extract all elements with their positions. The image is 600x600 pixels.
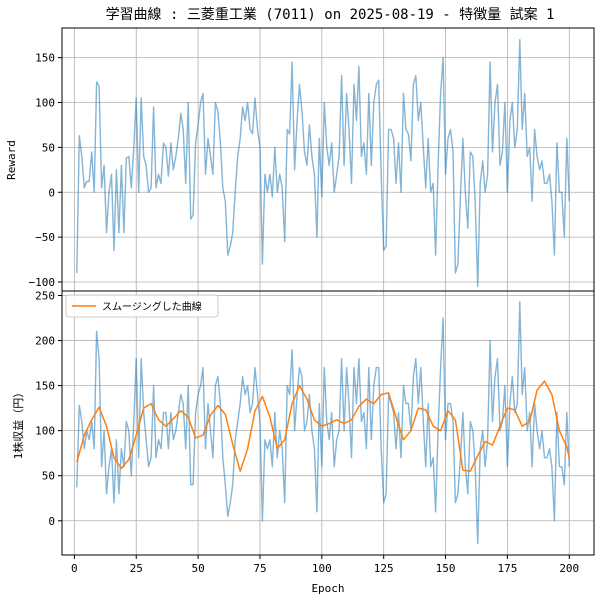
y-tick-label: −50 <box>35 231 55 244</box>
y-tick-label: 0 <box>48 515 55 528</box>
top-panel-y-label: Reward <box>5 140 18 180</box>
y-tick-label: 250 <box>35 290 55 303</box>
top-panel-y-ticks: −100 −50 0 50 100 150 <box>29 52 62 289</box>
x-tick-label: 125 <box>374 562 394 575</box>
y-tick-label: −100 <box>29 276 56 289</box>
x-tick-label: 75 <box>253 562 266 575</box>
x-tick-label: 25 <box>130 562 143 575</box>
y-tick-label: 200 <box>35 335 55 348</box>
x-tick-label: 100 <box>312 562 332 575</box>
raw-series-line <box>76 39 570 288</box>
smoothed-series-line <box>76 380 571 472</box>
x-tick-label: 150 <box>436 562 456 575</box>
legend: スムージングした曲線 <box>65 294 219 318</box>
top-panel: −100 −50 0 50 100 150 Reward <box>5 27 595 292</box>
raw-series-line <box>76 301 570 544</box>
bottom-panel-y-ticks: 0 50 100 150 200 250 <box>35 290 62 528</box>
y-tick-label: 50 <box>42 141 55 154</box>
x-tick-label: 175 <box>497 562 517 575</box>
bottom-panel-series <box>76 301 571 544</box>
x-tick-label: 200 <box>559 562 579 575</box>
legend-label-smooth: スムージングした曲線 <box>102 300 202 313</box>
x-ticks: 0 25 50 75 100 125 150 175 200 <box>71 555 579 575</box>
bottom-panel: 0 50 100 150 200 250 1株収益（円） スムージングした曲線 <box>11 290 595 556</box>
top-panel-grid <box>62 28 594 291</box>
y-tick-label: 100 <box>35 97 55 110</box>
y-tick-label: 100 <box>35 425 55 438</box>
top-panel-series <box>76 39 570 288</box>
y-tick-label: 0 <box>48 186 55 199</box>
x-tick-label: 50 <box>191 562 204 575</box>
y-tick-label: 150 <box>35 380 55 393</box>
bottom-panel-y-label: 1株収益（円） <box>11 387 25 460</box>
x-axis-label: Epoch <box>311 582 344 595</box>
legend-box <box>65 294 219 318</box>
bottom-panel-frame <box>61 290 595 556</box>
y-tick-label: 50 <box>42 470 55 483</box>
x-tick-label: 0 <box>71 562 78 575</box>
y-tick-label: 150 <box>35 52 55 65</box>
chart-title: 学習曲線 : 三菱重工業 (7011) on 2025-08-19 - 特徴量 … <box>106 6 555 23</box>
